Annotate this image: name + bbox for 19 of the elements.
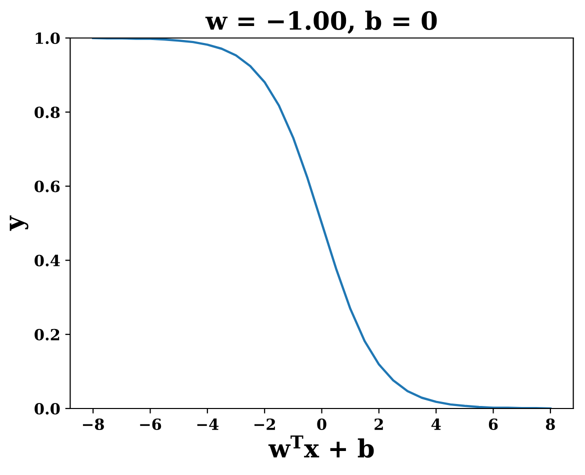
x-tick-label: −6 (140, 418, 162, 430)
y-tick-label: 1.0 (36, 32, 60, 44)
x-tick-label: 4 (431, 418, 441, 430)
x-tick-label: −2 (254, 418, 275, 430)
x-axis-title: w$^{T}$x + b (268, 436, 374, 458)
y-tick-label: 0.2 (34, 328, 60, 340)
x-tick-label: 6 (488, 418, 498, 430)
y-tick-label: 0.0 (34, 402, 60, 415)
x-tick-label: 8 (546, 418, 555, 430)
y-tick-label: 0.6 (34, 180, 60, 192)
x-tick-label: −8 (82, 418, 104, 430)
x-tick-label: 2 (374, 418, 383, 430)
chart-title: w = −1.00, b = 0 (205, 10, 437, 34)
y-tick-label: 0.8 (34, 106, 60, 118)
y-tick-label: 0.4 (34, 254, 60, 266)
y-axis-title: y (10, 215, 28, 231)
x-tick-label: 0 (317, 418, 326, 430)
line-series (92, 38, 552, 408)
x-tick-label: −4 (197, 418, 218, 430)
